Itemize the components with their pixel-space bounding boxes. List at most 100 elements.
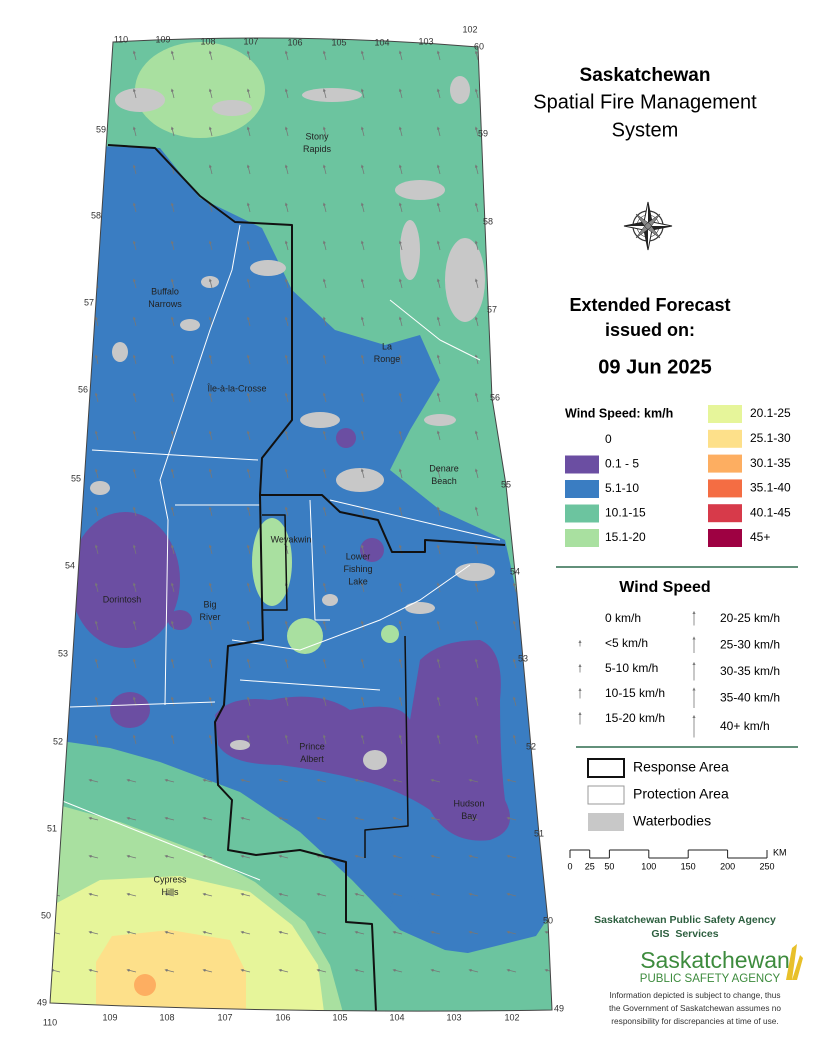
wind-arrow — [246, 658, 251, 669]
wind-arrow — [468, 930, 479, 935]
wind-arrow — [284, 126, 289, 137]
protection-boundary — [239, 679, 381, 691]
wind-arrow — [512, 354, 517, 365]
wind-arrow — [436, 202, 441, 213]
wind-arrow — [512, 734, 517, 745]
wind-arrow — [208, 620, 213, 631]
wind-arrow — [430, 778, 441, 783]
wind-arrow — [164, 892, 175, 897]
place-label: Hills — [162, 887, 179, 897]
wind-arrow — [246, 506, 251, 517]
arrow-legend-label: 10-15 km/h — [605, 686, 665, 700]
wind-arrow — [240, 892, 251, 897]
wind-arrow — [322, 316, 327, 327]
wind-arrow — [512, 278, 517, 289]
wind-arrow — [322, 354, 327, 365]
wind-arrow — [132, 240, 137, 251]
wind-arrow — [284, 202, 289, 213]
wind-arrow — [550, 50, 552, 61]
wind-arrow — [50, 816, 61, 821]
coordinate-label: 107 — [217, 1012, 232, 1022]
wind-arrow — [94, 696, 99, 707]
scale-label: 50 — [604, 861, 614, 871]
wind-arrow — [208, 202, 213, 213]
coordinate-label: 49 — [554, 1003, 564, 1013]
wind-arrow — [322, 734, 327, 745]
wind-arrow — [246, 88, 251, 99]
wind-arrow — [474, 506, 479, 517]
wind-arrow — [316, 968, 327, 973]
wind-arrow — [246, 354, 251, 365]
wind-arrow — [94, 658, 99, 669]
wind-arrow — [88, 930, 99, 935]
province-outline — [49, 37, 553, 1012]
wind-arrow — [506, 854, 517, 859]
wind-arrow — [126, 854, 137, 859]
wind-arrow — [474, 658, 479, 669]
wind-arrow — [316, 892, 327, 897]
coordinate-label: 52 — [526, 741, 536, 751]
legend-swatch — [708, 529, 742, 547]
wind-arrow — [94, 582, 99, 593]
wind-arrow — [94, 316, 99, 327]
wind-arrow — [170, 734, 175, 745]
coordinate-label: 108 — [159, 1012, 174, 1022]
scale-label: 100 — [641, 861, 656, 871]
arrow-legend-title: Wind Speed — [619, 579, 710, 596]
wind-arrow — [202, 816, 213, 821]
response-boundary — [214, 494, 377, 1012]
wind-arrow — [322, 696, 327, 707]
response-boundary — [364, 635, 409, 858]
wind-arrow — [474, 126, 479, 137]
arrow-legend-label: 5-10 km/h — [605, 661, 658, 675]
wind-arrow — [208, 582, 213, 593]
wind-arrow — [56, 696, 61, 707]
wind-arrow — [170, 544, 175, 555]
coordinate-label: 110 — [114, 34, 128, 44]
arrow-legend-label: 25-30 km/h — [720, 638, 780, 652]
wind-arrow — [56, 620, 61, 631]
wind-arrow — [360, 202, 365, 213]
legend-label: 5.1-10 — [605, 481, 639, 495]
legend-swatch — [708, 405, 742, 423]
wind-arrow — [56, 658, 61, 669]
wind-arrow — [436, 430, 441, 441]
wind-arrow — [360, 278, 365, 289]
coordinate-label: 54 — [65, 560, 75, 570]
wind-arrow — [322, 620, 327, 631]
wind-arrow — [512, 658, 517, 669]
coordinate-label: 104 — [389, 1012, 404, 1022]
wind-arrow — [436, 734, 441, 745]
wind-arrow — [56, 544, 61, 555]
wind-arrow — [474, 202, 479, 213]
wind-arrow — [278, 778, 289, 783]
wind-arrow — [202, 930, 213, 935]
wind-arrow — [132, 734, 137, 745]
wind-arrow — [208, 354, 213, 365]
wind-arrow — [550, 734, 552, 745]
legend-label: 15.1-20 — [605, 530, 646, 544]
place-label: La — [382, 341, 392, 351]
wind-arrow — [544, 778, 552, 783]
wind-arrow — [360, 430, 365, 441]
wind-arrow — [56, 392, 61, 403]
wind-arrow — [208, 126, 213, 137]
wind-arrow — [550, 202, 552, 213]
wind-arrow — [392, 968, 403, 973]
protection-boundary — [389, 299, 481, 361]
wind-arrow — [88, 854, 99, 859]
wind-arrow — [398, 620, 403, 631]
zone — [380, 930, 552, 1012]
coordinate-label: 59 — [96, 124, 106, 134]
boundary-swatch — [587, 785, 625, 805]
waterbody — [405, 602, 435, 614]
wind-arrow — [512, 468, 517, 479]
wind-arrow — [506, 930, 517, 935]
wind-arrow — [170, 354, 175, 365]
wind-arrow — [550, 316, 552, 327]
wind-arrow — [284, 316, 289, 327]
wind-arrow — [468, 892, 479, 897]
wind-arrow — [126, 778, 137, 783]
wind-arrow — [164, 930, 175, 935]
wind-arrow — [436, 354, 441, 365]
